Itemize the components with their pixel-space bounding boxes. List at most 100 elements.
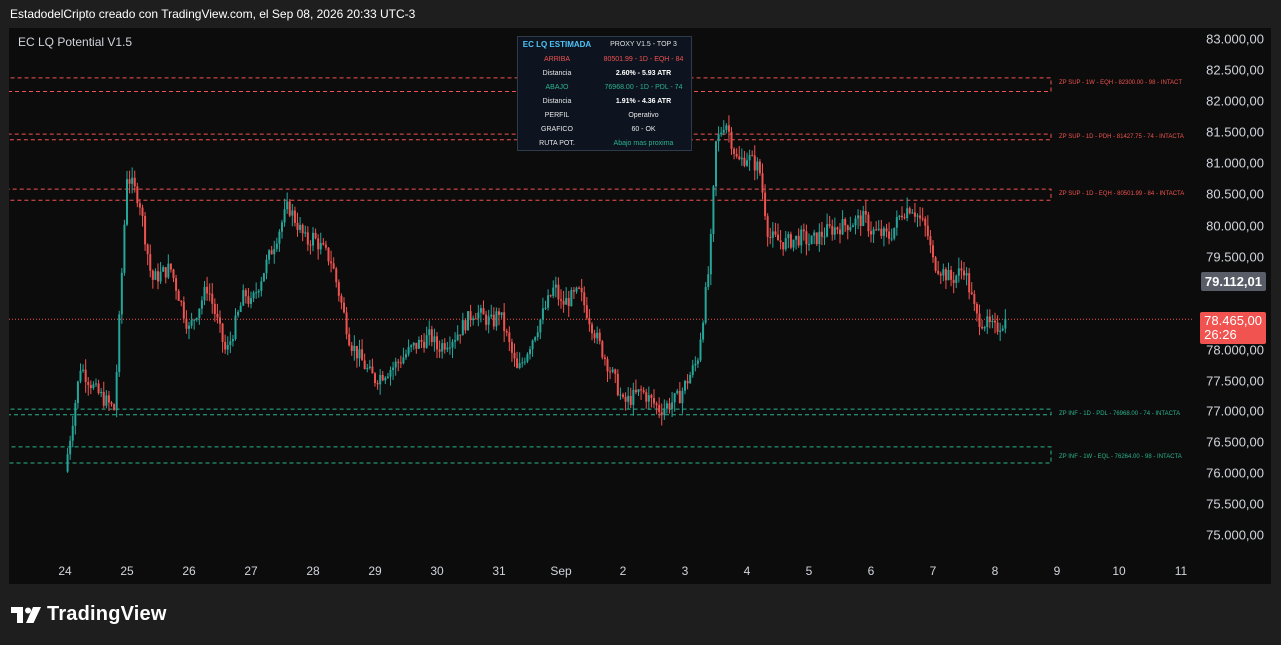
indicator-title[interactable]: EC LQ Potential V1.5 xyxy=(18,35,133,49)
info-key: Distancia xyxy=(542,97,572,105)
candle-body xyxy=(275,243,278,249)
candle-body xyxy=(947,269,950,281)
candle-body xyxy=(216,313,219,318)
candle-body xyxy=(358,349,361,359)
info-value: 80501.99 - 1D - EQH - 84 xyxy=(603,55,684,63)
candle-body xyxy=(676,390,679,394)
candle-body xyxy=(857,215,860,219)
candle-body xyxy=(247,296,250,304)
date-tick: 27 xyxy=(244,564,258,578)
candle-body xyxy=(823,236,826,238)
candle-body xyxy=(916,215,919,217)
date-tick: 8 xyxy=(991,564,999,578)
candle-body xyxy=(164,267,167,278)
candle-body xyxy=(691,365,694,375)
candle-body xyxy=(833,227,836,235)
candle-body xyxy=(583,292,586,306)
candle-body xyxy=(423,341,426,348)
candle-body xyxy=(203,286,206,301)
candle-body xyxy=(417,339,420,349)
candle-body xyxy=(428,329,431,336)
marker-price-badge: 79.112,01 xyxy=(1200,272,1266,291)
date-tick: 2 xyxy=(619,564,627,578)
candle-body xyxy=(508,332,511,342)
candle-body xyxy=(810,235,813,245)
date-tick: 31 xyxy=(492,564,506,578)
tradingview-logo[interactable]: TradingView xyxy=(11,603,167,626)
candle-body xyxy=(485,314,488,325)
candle-body xyxy=(681,390,684,404)
info-key: GRAFICO xyxy=(541,125,573,133)
candle-body xyxy=(255,292,258,294)
candle-body xyxy=(105,395,108,406)
candle-body xyxy=(893,227,896,239)
candle-body xyxy=(1001,328,1004,331)
candle-body xyxy=(128,179,131,184)
candle-body xyxy=(487,316,490,325)
candle-body xyxy=(549,295,552,297)
candle-body xyxy=(554,284,557,288)
candle-body xyxy=(913,212,916,217)
candle-body xyxy=(841,219,844,235)
candle-body xyxy=(627,395,630,402)
candlestick-chart[interactable] xyxy=(9,28,1271,584)
price-tick: 78.000,00 xyxy=(1206,342,1264,358)
candle-body xyxy=(851,225,854,228)
bar-countdown: 26:26 xyxy=(1204,327,1237,342)
candle-body xyxy=(159,271,162,282)
candle-body xyxy=(591,324,593,334)
candle-body xyxy=(727,125,730,132)
candle-body xyxy=(330,261,333,264)
candle-body xyxy=(665,403,668,409)
info-key: ARRIBA xyxy=(543,55,571,63)
candle-body xyxy=(505,331,508,333)
candle-body xyxy=(120,272,123,315)
candle-body xyxy=(567,298,570,307)
candle-body xyxy=(906,208,909,219)
candle-body xyxy=(110,402,113,405)
candle-body xyxy=(988,316,991,323)
candle-body xyxy=(717,134,720,142)
candle-body xyxy=(278,231,281,244)
candle-body xyxy=(200,300,203,309)
candle-body xyxy=(658,405,661,413)
candle-body xyxy=(655,403,658,406)
date-tick: 9 xyxy=(1053,564,1061,578)
candle-body xyxy=(169,263,172,270)
candle-body xyxy=(317,238,320,250)
candle-body xyxy=(637,389,640,393)
candle-body xyxy=(950,269,953,280)
price-tick: 76.000,00 xyxy=(1206,465,1264,481)
candle-body xyxy=(978,313,981,327)
candle-body xyxy=(952,279,955,283)
candle-body xyxy=(126,179,128,225)
candle-body xyxy=(244,290,247,297)
candle-body xyxy=(477,312,480,319)
candle-body xyxy=(769,236,772,238)
candle-body xyxy=(991,320,994,323)
candle-body xyxy=(467,311,469,331)
liquidity-zone-box xyxy=(9,408,1052,416)
candle-body xyxy=(547,295,550,308)
candle-body xyxy=(746,160,748,166)
candle-body xyxy=(172,269,175,279)
candle-body xyxy=(397,361,400,363)
info-title: EC LQ ESTIMADA xyxy=(522,40,592,49)
candle-body xyxy=(818,231,821,245)
candle-body xyxy=(151,270,154,280)
candle-body xyxy=(190,319,193,326)
candle-body xyxy=(996,322,999,332)
candle-body xyxy=(593,333,596,339)
candle-body xyxy=(660,412,663,416)
candle-body xyxy=(389,370,392,377)
candle-body xyxy=(999,330,1002,332)
candle-body xyxy=(79,370,82,382)
price-tick: 77.000,00 xyxy=(1206,403,1264,419)
candle-body xyxy=(805,231,808,245)
candle-body xyxy=(239,305,242,312)
candle-body xyxy=(854,218,857,226)
price-tick: 76.500,00 xyxy=(1206,434,1264,450)
candle-body xyxy=(332,263,335,269)
candle-body xyxy=(795,235,798,240)
candle-body xyxy=(534,337,537,341)
